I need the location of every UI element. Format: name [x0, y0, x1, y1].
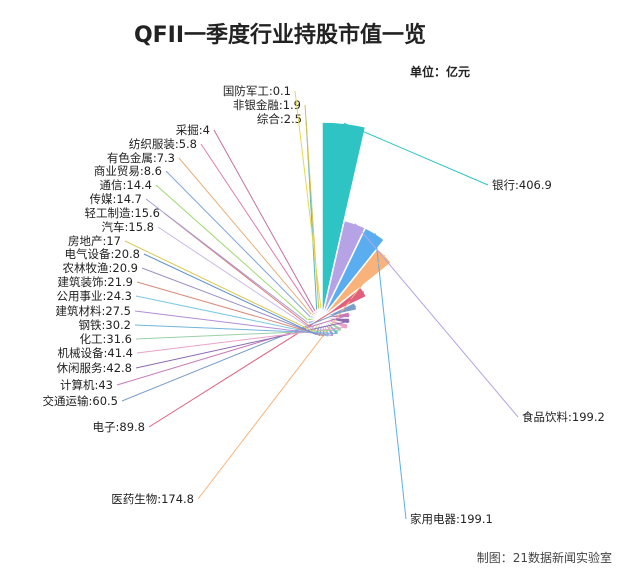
slice-label-13: 公用事业:24.3: [57, 289, 132, 303]
slice-label-6: 交通运输:60.5: [43, 394, 118, 408]
slices-layer: [306, 121, 393, 338]
slice-label-23: 有色金属:7.3: [107, 151, 175, 165]
leader-line-22: [165, 170, 311, 318]
leader-line-3: [374, 233, 407, 520]
slice-label-2: 食品饮料:199.2: [522, 410, 605, 424]
leader-line-23: [178, 157, 312, 315]
slice-label-15: 农林牧渔:20.9: [63, 261, 138, 275]
credit-text: 制图：21数据新闻实验室: [477, 550, 612, 565]
slice-label-17: 房地产:17: [68, 234, 121, 248]
slice-label-28: 国防军工:0.1: [223, 84, 291, 98]
slice-6: [321, 301, 358, 319]
slice-label-20: 传媒:14.7: [90, 192, 142, 206]
leader-line-27: [304, 104, 320, 309]
unit-label: 单位：亿元: [410, 64, 470, 79]
leader-line-6: [121, 305, 357, 402]
leader-line-1: [343, 122, 489, 186]
slice-label-16: 电气设备:20.8: [65, 247, 140, 261]
leader-line-7: [116, 314, 350, 386]
slice-label-24: 纺织服装:5.8: [129, 137, 197, 151]
chart-title: QFII一季度行业持股市值一览: [134, 22, 426, 48]
slice-21: [306, 317, 323, 323]
slice-label-27: 非银金融:1.9: [233, 98, 301, 112]
slice-label-7: 计算机:43: [60, 378, 113, 392]
leader-line-16: [143, 253, 317, 336]
slice-label-4: 医药生物:174.8: [111, 492, 194, 506]
slice-label-8: 休闲服务:42.8: [57, 361, 132, 375]
slice-label-19: 轻工制造:15.6: [85, 206, 160, 220]
slice-label-3: 家用电器:199.1: [410, 512, 493, 526]
slice-label-5: 电子:89.8: [93, 420, 145, 434]
leader-line-25: [213, 129, 316, 312]
leader-line-13: [135, 295, 329, 337]
leader-line-28: [294, 90, 322, 309]
slice-label-12: 建筑材料:27.5: [56, 304, 131, 318]
slice-label-14: 建筑装饰:21.9: [58, 275, 133, 289]
labels-layer: 银行:406.9 食品饮料:199.2 家用电器:199.1 医药生物:174.8 电子…: [43, 84, 605, 526]
leader-line-8: [135, 320, 350, 369]
leader-line-18: [157, 226, 312, 330]
slice-28: [319, 309, 323, 319]
slice-label-26: 综合:2.5: [257, 112, 302, 126]
slice-label-25: 采掘:4: [176, 123, 210, 137]
leader-line-4: [197, 254, 386, 500]
slice-label-9: 机械设备:41.4: [58, 346, 133, 360]
slice-label-10: 化工:31.6: [80, 332, 132, 346]
leader-line-21: [155, 184, 308, 320]
slice-label-11: 钢铁:30.2: [79, 318, 131, 332]
slice-label-1: 银行:406.9: [492, 178, 552, 192]
leader-line-24: [200, 143, 314, 313]
slice-label-18: 汽车:15.8: [102, 220, 154, 234]
leader-line-17: [124, 240, 314, 332]
slice-label-21: 通信:14.4: [100, 178, 152, 192]
leader-line-2: [354, 223, 519, 418]
slice-label-22: 商业贸易:8.6: [94, 164, 162, 178]
leader-line-14: [136, 281, 325, 337]
leader-line-5: [148, 291, 365, 428]
leader-line-15: [141, 267, 321, 336]
leader-line-20: [145, 198, 309, 324]
leader-line-12: [134, 310, 334, 336]
